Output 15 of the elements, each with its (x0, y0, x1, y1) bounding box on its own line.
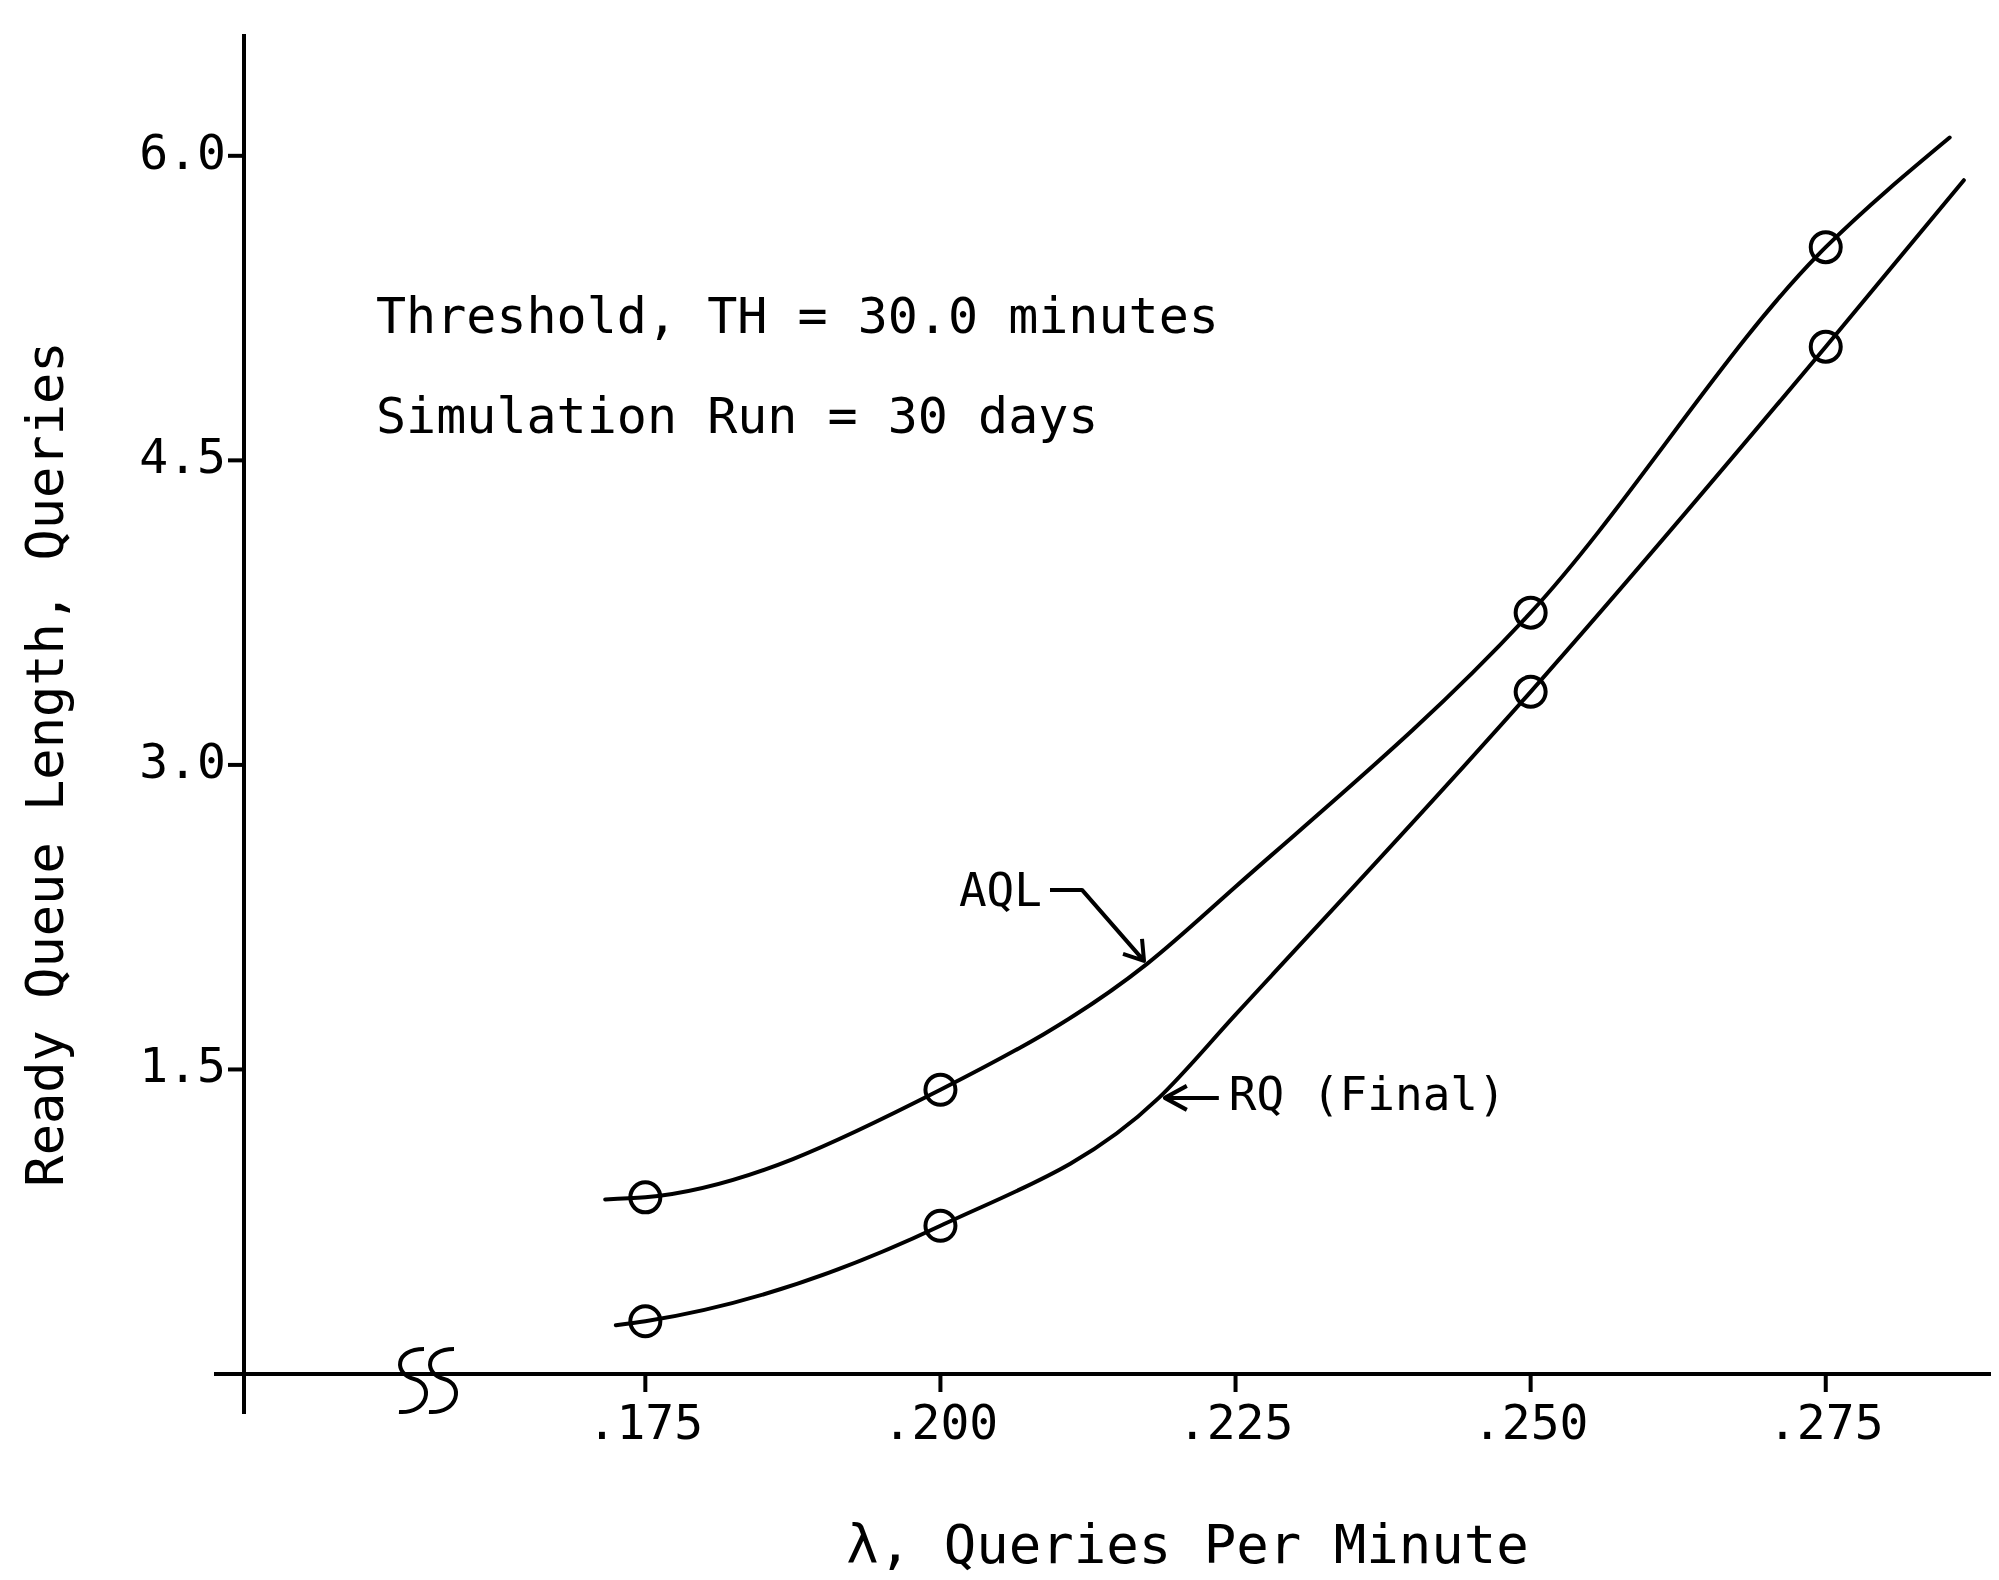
annotation: Simulation Run = 30 days (376, 387, 1099, 445)
y-axis-title: Ready Queue Length, Queries (15, 341, 75, 1187)
y-tick-label: 4.5 (139, 428, 226, 485)
x-tick-label: .175 (587, 1394, 704, 1450)
x-tick-label: .275 (1767, 1394, 1884, 1450)
text: AQL (958, 863, 1043, 918)
y-tick-label: 6.0 (139, 123, 226, 180)
x-tick-label: .225 (1177, 1394, 1294, 1450)
y-tick-label: 3.0 (139, 732, 226, 789)
legend-label: RQ (Final) (1228, 1067, 1506, 1122)
x-tick-label: .250 (1472, 1394, 1589, 1450)
x-tick-label: .200 (882, 1394, 999, 1450)
x-axis-title: λ, Queries Per Minute (846, 1513, 1529, 1576)
y-tick-label: 1.5 (139, 1037, 226, 1094)
annotation: Threshold, TH = 30.0 minutes (376, 287, 1219, 345)
